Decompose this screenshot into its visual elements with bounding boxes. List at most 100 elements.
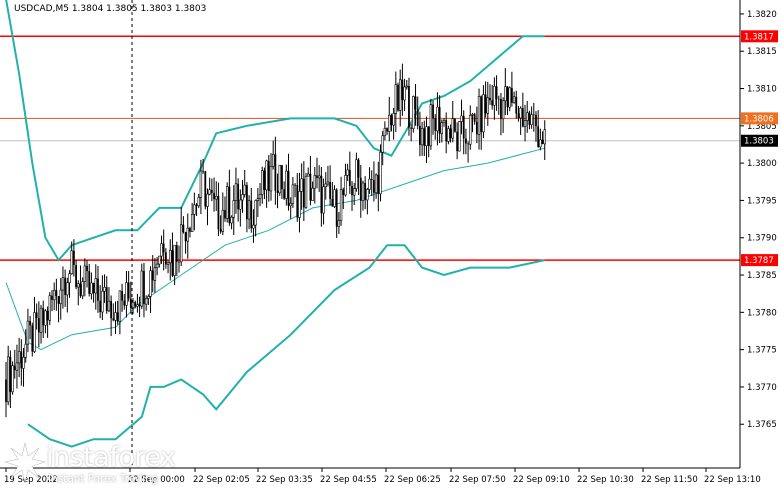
x-tick-label: 19 Sep 2022 [4, 475, 58, 485]
x-tick-label: 22 Sep 02:05 [193, 475, 250, 485]
candle-115 [256, 188, 260, 218]
candle-172 [381, 130, 384, 166]
candle-122 [271, 140, 275, 170]
candle-112 [250, 187, 253, 233]
candle-104 [232, 185, 235, 236]
candle-162 [359, 164, 362, 218]
level-tag-support: 1.3787 [741, 254, 778, 267]
candle-143 [317, 165, 321, 192]
candle-113 [252, 209, 255, 243]
candle-123 [274, 136, 277, 205]
candle-189 [419, 111, 421, 157]
candle-25 [59, 277, 62, 320]
candle-236 [521, 92, 524, 128]
candle-210 [465, 128, 467, 155]
y-tick-label: 1.3765 [747, 420, 777, 430]
candle-133 [296, 173, 299, 222]
y-tick-label: 1.3810 [747, 85, 777, 95]
candle-151 [335, 188, 338, 238]
candle-235 [519, 106, 522, 135]
candle-3 [11, 361, 14, 395]
candle-244 [539, 128, 542, 151]
candle-218 [482, 85, 485, 139]
candle-7 [20, 339, 23, 386]
candles [5, 63, 546, 418]
candle-164 [364, 176, 367, 210]
candle-1 [6, 345, 10, 406]
price-axis[interactable]: 1.3765 1.3770 1.3775 1.3780 1.3785 1.3790 1.37… [740, 10, 777, 430]
candle-152 [337, 212, 341, 234]
candle-49 [112, 303, 115, 322]
candle-241 [532, 102, 535, 132]
candle-67 [151, 255, 154, 293]
candle-40 [92, 282, 95, 303]
candle-211 [467, 141, 469, 163]
candle-232 [512, 91, 516, 104]
candle-231 [510, 71, 513, 107]
candle-85 [190, 202, 194, 232]
candle-2 [9, 350, 12, 408]
candle-204 [451, 100, 454, 143]
y-tick-label: 1.3780 [747, 308, 777, 318]
candle-138 [307, 167, 310, 177]
candle-8 [22, 347, 25, 387]
candle-36 [83, 258, 87, 297]
candle-230 [508, 86, 511, 112]
candle-18 [44, 309, 47, 334]
candle-179 [397, 82, 399, 112]
candle-132 [294, 183, 296, 198]
candle-0 [5, 361, 7, 418]
candle-207 [458, 121, 461, 152]
candle-60 [136, 293, 139, 313]
candle-192 [425, 116, 428, 164]
candle-43 [99, 285, 102, 319]
candle-188 [416, 96, 419, 130]
candle-182 [403, 78, 406, 111]
candle-78 [175, 241, 178, 276]
horizontal-levels [0, 35, 740, 261]
candle-237 [523, 104, 527, 142]
candle-163 [361, 180, 365, 211]
candle-57 [129, 281, 132, 314]
candle-71 [160, 235, 163, 264]
candle-56 [127, 271, 130, 302]
candle-186 [412, 95, 415, 133]
candle-242 [535, 111, 537, 142]
candle-168 [373, 161, 375, 202]
candle-26 [61, 266, 65, 309]
y-tick-label: 1.3800 [747, 159, 777, 169]
candle-240 [530, 106, 533, 129]
candle-4 [13, 349, 16, 379]
symbol-info: USDCAD,M5 1.3804 1.3805 1.3803 1.3803 [14, 4, 207, 14]
candle-41 [94, 264, 97, 310]
candle-105 [234, 167, 238, 214]
candle-89 [199, 159, 203, 215]
candle-212 [469, 105, 472, 150]
candle-177 [392, 107, 395, 140]
time-axis[interactable]: 19 Sep 2022 22 Sep 00:00 22 Sep 02:05 22 Se… [4, 468, 761, 485]
candle-35 [81, 277, 84, 300]
candle-153 [339, 176, 343, 226]
candle-234 [517, 106, 520, 122]
candle-19 [46, 306, 49, 338]
candle-130 [289, 197, 292, 219]
candle-205 [454, 118, 456, 133]
candle-77 [173, 244, 176, 286]
x-tick-label: 22 Sep 03:35 [256, 475, 313, 485]
level-tag-resistance: 1.3817 [741, 30, 778, 43]
candle-109 [243, 169, 246, 198]
y-tick-label: 1.3815 [747, 47, 777, 57]
candle-157 [348, 151, 351, 194]
candle-190 [420, 121, 424, 156]
candle-83 [186, 213, 189, 259]
candle-202 [447, 125, 450, 145]
candle-184 [408, 77, 410, 136]
candle-226 [500, 92, 502, 136]
candle-46 [105, 276, 108, 314]
candle-131 [291, 176, 295, 208]
x-tick-label: 22 Sep 06:25 [384, 475, 441, 485]
x-tick-label: 22 Sep 10:30 [577, 475, 634, 485]
candle-170 [377, 161, 380, 212]
candle-75 [169, 239, 172, 281]
